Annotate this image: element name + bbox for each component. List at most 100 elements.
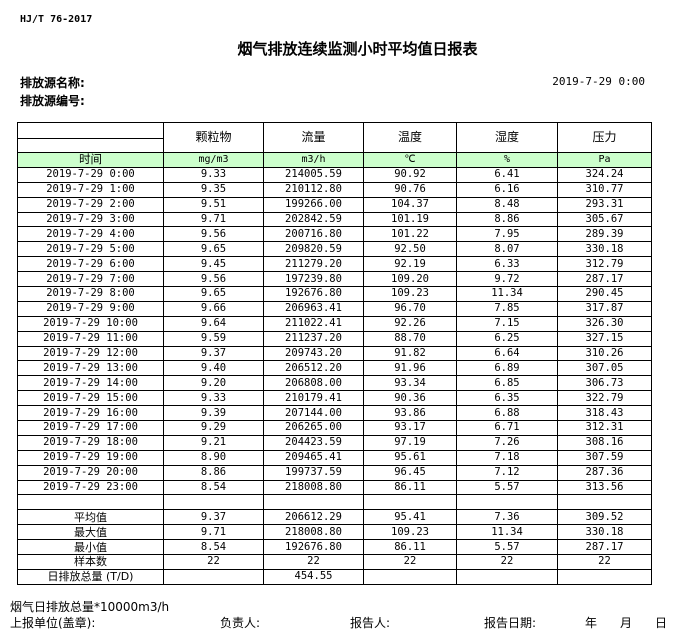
table-row: 2019-7-29 10:00 9.64 211022.41 92.26 7.15 326…: [17, 315, 652, 332]
data-cell: 9.59: [163, 330, 264, 347]
unit-cell: %: [456, 152, 558, 168]
day-label: 日: [655, 616, 668, 630]
unit-label: 上报单位(盖章):: [10, 616, 96, 630]
data-cell: 9.64: [163, 315, 264, 332]
data-cell: 9.45: [163, 256, 264, 273]
header-row: 颗粒物 流量 温度 湿度 压力: [17, 122, 652, 153]
table-row: 2019-7-29 4:00 9.56 200716.80 101.22 7.95 289…: [17, 226, 652, 243]
unit-cell: mg/m3: [163, 152, 264, 168]
data-cell: 9.56: [163, 271, 264, 288]
data-cell: 90.36: [363, 390, 457, 407]
table-row: 2019-7-29 13:00 9.40 206512.20 91.96 6.89 307…: [17, 360, 652, 377]
empty-cell: [263, 494, 364, 511]
data-cell: 6.16: [456, 181, 558, 198]
data-cell: 9.29: [163, 420, 264, 436]
data-cell: 199266.00: [263, 196, 364, 213]
table-row: 2019-7-29 6:00 9.45 211279.20 92.19 6.33 312.…: [17, 256, 652, 273]
data-cell: 8.54: [163, 539, 264, 556]
data-cell: 206963.41: [263, 300, 364, 317]
data-cell: 324.24: [557, 166, 652, 183]
table-row: 2019-7-29 14:00 9.20 206808.00 93.34 6.85 306…: [17, 375, 652, 392]
row-label: 2019-7-29 1:00: [17, 181, 164, 198]
row-label: 2019-7-29 19:00: [17, 449, 164, 466]
data-cell: 7.85: [456, 300, 558, 317]
data-cell: 95.41: [363, 509, 457, 526]
data-cell: 9.72: [456, 271, 558, 288]
data-cell: 7.12: [456, 464, 558, 481]
data-cell: 9.35: [163, 181, 264, 198]
row-label: 2019-7-29 2:00: [17, 196, 164, 213]
table-row: 2019-7-29 9:00 9.66 206963.41 96.70 7.85 317.…: [17, 300, 652, 317]
data-cell: 88.70: [363, 330, 457, 347]
table-row: 2019-7-29 8:00 9.65 192676.80 109.23 11.34 29…: [17, 286, 652, 302]
data-cell: 202842.59: [263, 211, 364, 228]
data-cell: 7.18: [456, 449, 558, 466]
data-cell: 22: [456, 554, 558, 570]
table-row: 2019-7-29 11:00 9.59 211237.20 88.70 6.25 327…: [17, 330, 652, 347]
table-row: 2019-7-29 12:00 9.37 209743.20 91.82 6.64 310…: [17, 345, 652, 362]
row-label: 2019-7-29 10:00: [17, 315, 164, 332]
report-title: 烟气排放连续监测小时平均值日报表: [237, 40, 478, 58]
empty-cell: [17, 494, 164, 511]
data-cell: 322.79: [557, 390, 652, 407]
data-cell: 97.19: [363, 434, 457, 451]
row-label: 2019-7-29 18:00: [17, 434, 164, 451]
data-cell: 86.11: [363, 539, 457, 556]
data-cell: 96.70: [363, 300, 457, 317]
data-cell: 22: [263, 554, 364, 570]
data-cell: 6.41: [456, 166, 558, 183]
row-label: 2019-7-29 3:00: [17, 211, 164, 228]
data-cell: 9.71: [163, 211, 264, 228]
blank-row: [17, 494, 652, 511]
reporter-label: 报告人:: [350, 616, 391, 630]
empty-cell: [363, 494, 457, 511]
data-cell: 307.05: [557, 360, 652, 377]
data-cell: 11.34: [456, 524, 558, 541]
data-cell: 8.07: [456, 241, 558, 258]
data-cell: 206808.00: [263, 375, 364, 392]
row-label: 2019-7-29 11:00: [17, 330, 164, 347]
data-cell: 293.31: [557, 196, 652, 213]
source-id-label: 排放源编号:: [20, 94, 85, 108]
column-header: 温度: [363, 122, 457, 153]
data-cell: 289.39: [557, 226, 652, 243]
data-cell: 318.43: [557, 405, 652, 422]
row-label: 日排放总量 (T/D): [17, 568, 164, 585]
data-cell: 5.57: [456, 479, 558, 496]
empty-cell: [163, 494, 264, 511]
unit-row: 时间 mg/m3 m3/h ℃ % Pa: [17, 152, 652, 168]
data-cell: 92.19: [363, 256, 457, 273]
table-row: 2019-7-29 17:00 9.29 206265.00 93.17 6.71 312…: [17, 420, 652, 436]
data-cell: 8.90: [163, 449, 264, 466]
data-cell: 90.92: [363, 166, 457, 183]
data-cell: 206612.29: [263, 509, 364, 526]
data-cell: 9.51: [163, 196, 264, 213]
data-cell: 312.79: [557, 256, 652, 273]
row-label: 2019-7-29 5:00: [17, 241, 164, 258]
data-cell: 218008.80: [263, 524, 364, 541]
data-cell: 22: [363, 554, 457, 570]
data-cell: 310.26: [557, 345, 652, 362]
data-cell: 109.20: [363, 271, 457, 288]
standard-code: HJ/T 76-2017: [20, 14, 93, 25]
row-label: 2019-7-29 4:00: [17, 226, 164, 243]
summary-row: 最大值 9.71 218008.80 109.23 11.34 330.18: [17, 524, 652, 541]
data-cell: 7.15: [456, 315, 558, 332]
data-cell: 22: [557, 554, 652, 570]
data-cell: 199737.59: [263, 464, 364, 481]
data-cell: 210179.41: [263, 390, 364, 407]
table-row: 2019-7-29 23:00 8.54 218008.80 86.11 5.57 313…: [17, 479, 652, 496]
table-row: 2019-7-29 3:00 9.71 202842.59 101.19 8.86 305…: [17, 211, 652, 228]
month-label: 月: [620, 616, 633, 630]
summary-row: 平均值 9.37 206612.29 95.41 7.36 309.52: [17, 509, 652, 526]
data-cell: [557, 568, 652, 585]
data-cell: 5.57: [456, 539, 558, 556]
time-header: 时间: [17, 152, 164, 168]
summary-row: 样本数 22 22 22 22 22: [17, 554, 652, 570]
data-cell: 8.54: [163, 479, 264, 496]
data-cell: 209743.20: [263, 345, 364, 362]
table-row: 2019-7-29 5:00 9.65 209820.59 92.50 8.07 330.…: [17, 241, 652, 258]
data-cell: 9.37: [163, 345, 264, 362]
column-header: 颗粒物: [163, 122, 264, 153]
data-cell: 218008.80: [263, 479, 364, 496]
